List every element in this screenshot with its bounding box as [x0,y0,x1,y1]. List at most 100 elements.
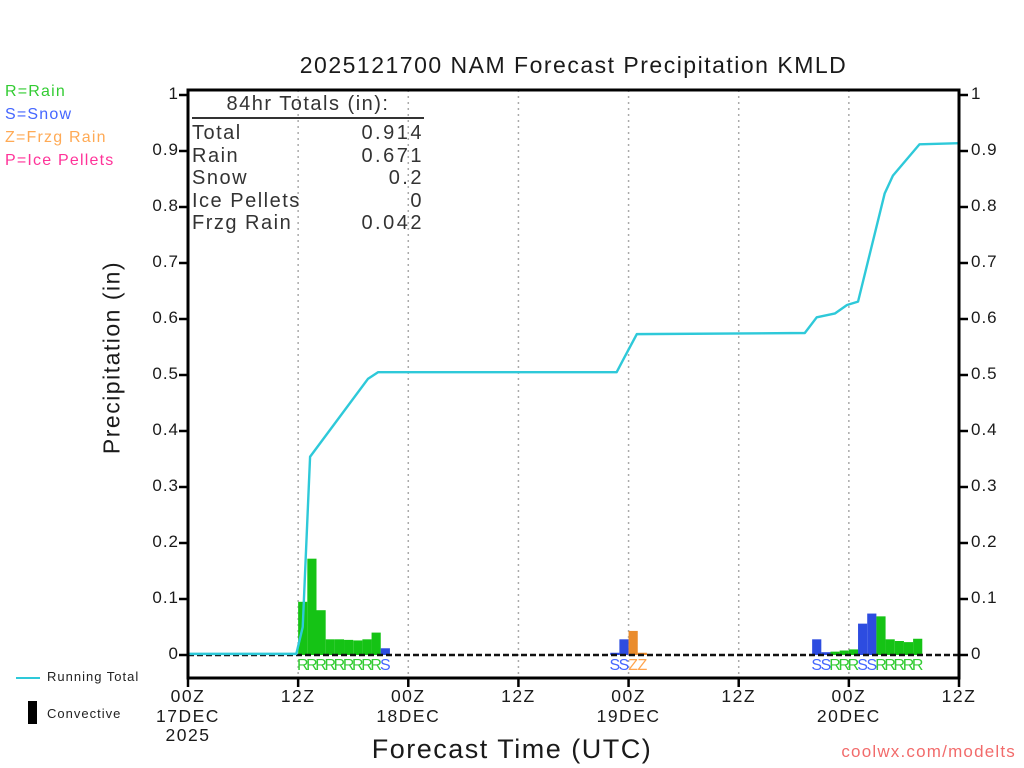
x-tick-line: 12Z [941,686,977,706]
precip-type-letter: S [609,657,620,674]
y-tick-label-right: 0.3 [971,476,998,495]
precip-type-letter: R [829,657,841,674]
precip-bar [380,648,390,655]
x-tick-line: 18DEC [376,705,441,726]
x-tick-label: 12Z [684,686,794,707]
precip-type-letter: R [912,657,924,674]
y-tick-label-left: 0.4 [152,420,179,439]
legend-freezing-rain: Z=Frzg Rain [5,129,107,146]
totals-row-frzg-rain: Frzg Rain 0.042 [192,212,424,235]
y-tick-label-left: 0.9 [152,140,179,159]
y-tick-label-right: 0.6 [971,308,998,327]
y-tick-label-left: 1 [168,84,179,103]
precip-type-letter: R [838,657,850,674]
watermark-text: coolwx.com/modelts [841,742,1016,761]
y-tick-label-left: 0.5 [152,364,179,383]
precip-bar [821,652,831,655]
legend-ice-pellets: P=Ice Pellets [5,152,115,169]
totals-header: 84hr Totals (in): [192,92,424,119]
precip-bar [307,558,317,655]
running-total-legend-label: Running Total [47,669,140,684]
convective-legend-label: Convective [47,706,122,721]
y-tick-label-right: 0.9 [971,140,998,159]
precip-type-letter: Z [628,657,638,674]
precip-bar [353,640,363,655]
totals-value: 0 [410,189,424,212]
legend-rain: R=Rain [5,83,67,100]
totals-value: 0.042 [361,212,424,234]
totals-label: Ice Pellets [192,189,301,212]
precip-bar [867,613,877,655]
precip-bar [848,649,859,655]
precip-type-letter: R [361,657,373,674]
y-tick-label-right: 0.1 [971,588,998,607]
precip-bar [344,639,354,655]
y-tick-label-left: 0 [168,644,179,663]
x-tick-label: 00Z 19DEC [574,686,684,726]
precip-bar [913,638,923,655]
y-tick-label-left: 0.2 [152,532,179,551]
totals-value: 0.2 [388,167,424,189]
running-total-line-icon [16,677,40,679]
precip-type-letter: S [821,657,832,674]
precip-bar [858,623,868,655]
precip-bar [830,651,840,655]
precip-type-legend: R=Rain S=Snow Z=Frzg Rain P=Ice Pellets [5,80,114,172]
totals-row-snow: Snow 0.2 [192,167,424,190]
precip-bar [876,616,886,655]
x-tick-line: 00Z [611,686,646,706]
x-tick-line: 17DEC [156,705,220,726]
x-tick-line: 20DEC [816,705,881,726]
precip-type-letter: S [380,657,391,674]
precip-bar [371,632,381,655]
precip-type-letter: Z [637,657,647,674]
precip-type-letter: R [884,657,896,674]
y-tick-label-left: 0.6 [152,308,179,327]
precip-bar [839,650,849,655]
legend-snow: S=Snow [5,106,73,123]
totals-value: 0.671 [361,144,424,167]
x-tick-line: 00Z [390,686,426,706]
totals-row-total: Total 0.914 [192,122,424,145]
totals-label: Total [192,122,242,144]
totals-value: 0.914 [361,122,424,144]
precip-type-letter: R [894,657,906,674]
precip-bar [903,642,914,655]
precip-bar [885,639,895,655]
precip-type-letter: R [306,657,318,674]
y-tick-label-right: 0.7 [971,252,998,271]
x-tick-label: 12Z [243,686,353,707]
totals-label: Rain [192,144,240,167]
y-tick-label-right: 0 [971,644,982,663]
y-tick-label-right: 0.2 [971,532,998,551]
precip-type-letter: R [848,657,860,674]
precip-bar [894,641,904,655]
x-tick-label: 00Z 18DEC [353,686,463,726]
x-tick-line: 12Z [280,686,316,706]
x-axis-labels: 00Z 17DEC 2025 12Z 00Z 18DEC 12Z 00Z 19DEC 12Z 00Z… [0,686,1024,757]
precip-type-letter: R [903,657,915,674]
y-axis-labels-left: 1 0.9 0.8 0.7 0.6 0.5 0.4 0.3 0.2 0.1 0 [132,0,179,768]
precip-type-letter: R [352,657,364,674]
x-tick-label: 00Z 17DEC 2025 [133,686,243,746]
y-tick-label-right: 0.8 [971,196,998,215]
y-axis-labels-right: 1 0.9 0.8 0.7 0.6 0.5 0.4 0.3 0.2 0.1 0 [971,0,1021,768]
precip-type-letter: R [297,657,309,674]
precip-bar [628,630,638,655]
precip-type-letter: R [343,657,355,674]
x-tick-line: 00Z [831,686,867,706]
y-axis-title: Precipitation (in) [98,260,125,455]
y-tick-label-left: 0.3 [152,476,179,495]
x-tick-label: 12Z [904,686,1014,707]
x-axis-title: Forecast Time (UTC) [371,734,653,764]
x-tick-line: 12Z [721,686,757,706]
x-tick-line: 00Z [170,686,206,706]
x-tick-line: 12Z [501,686,536,706]
convective-bar-icon [28,701,37,724]
totals-row-ice-pellets: Ice Pellets 0 [192,190,424,213]
precip-type-letter: S [811,657,822,674]
precip-bar [334,639,345,655]
totals-row-rain: Rain 0.671 [192,145,424,168]
